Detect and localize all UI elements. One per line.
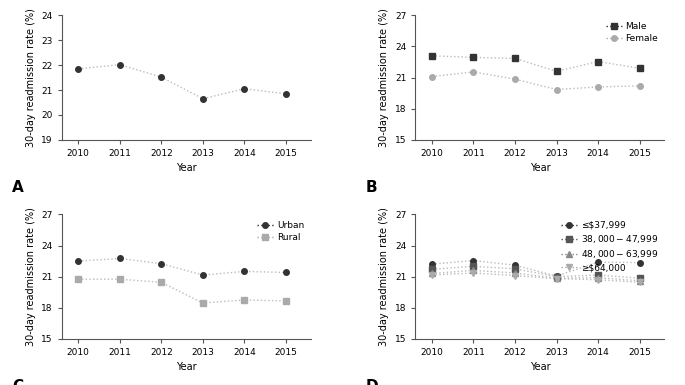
≤$37,999 [469, 258, 477, 263]
Line: $48,000-$63,999: $48,000-$63,999 [429, 268, 643, 283]
≤$37,999 [511, 263, 519, 268]
Y-axis label: 30-day readmission rate (%): 30-day readmission rate (%) [25, 8, 36, 147]
Male [428, 54, 436, 58]
$38,000-$47,999 [594, 273, 602, 277]
Line: Male: Male [429, 53, 643, 74]
Text: A: A [12, 179, 23, 194]
≤$37,999 [636, 260, 644, 265]
Line: Female: Female [429, 69, 643, 92]
≤$37,999 [428, 262, 436, 266]
Female [636, 84, 644, 88]
≥$64,000 [511, 273, 519, 278]
Line: ≥$64,000: ≥$64,000 [429, 270, 643, 285]
Y-axis label: 30-day readmission rate (%): 30-day readmission rate (%) [25, 207, 36, 346]
Text: D: D [366, 378, 378, 385]
Female [469, 70, 477, 74]
Text: B: B [366, 179, 377, 194]
Legend: ≤$37,999, $38,000-$47,999, $48,000-$63,999, ≥$64,000: ≤$37,999, $38,000-$47,999, $48,000-$63,9… [559, 219, 660, 274]
≥$64,000 [552, 276, 560, 281]
$48,000-$63,999 [511, 271, 519, 275]
Legend: Male, Female: Male, Female [603, 20, 660, 45]
Urban [199, 273, 207, 277]
≥$64,000 [428, 273, 436, 277]
Rural [282, 299, 290, 303]
X-axis label: Year: Year [530, 362, 550, 372]
Female [428, 74, 436, 79]
Rural [116, 277, 124, 281]
≥$64,000 [594, 278, 602, 282]
Urban [240, 269, 249, 274]
Female [552, 87, 560, 92]
$48,000-$63,999 [594, 275, 602, 280]
Male [636, 66, 644, 70]
Legend: Urban, Rural: Urban, Rural [256, 219, 306, 244]
$48,000-$63,999 [552, 276, 560, 280]
Urban [282, 270, 290, 275]
Urban [74, 259, 82, 263]
≤$37,999 [552, 274, 560, 278]
Male [511, 56, 519, 61]
$48,000-$63,999 [469, 268, 477, 273]
Male [552, 69, 560, 74]
Y-axis label: 30-day readmission rate (%): 30-day readmission rate (%) [379, 207, 389, 346]
Urban [157, 261, 165, 266]
≥$64,000 [469, 271, 477, 275]
$48,000-$63,999 [636, 278, 644, 283]
Text: C: C [12, 378, 23, 385]
Y-axis label: 30-day readmission rate (%): 30-day readmission rate (%) [379, 8, 389, 147]
X-axis label: Year: Year [176, 163, 197, 173]
Rural [74, 277, 82, 281]
$38,000-$47,999 [511, 266, 519, 271]
Rural [157, 280, 165, 285]
≤$37,999 [594, 260, 602, 264]
≥$64,000 [636, 280, 644, 285]
Male [469, 55, 477, 60]
X-axis label: Year: Year [176, 362, 197, 372]
$38,000-$47,999 [428, 267, 436, 272]
Female [594, 85, 602, 89]
Male [594, 59, 602, 64]
Rural [199, 301, 207, 305]
Female [511, 77, 519, 82]
$38,000-$47,999 [469, 264, 477, 269]
$38,000-$47,999 [636, 276, 644, 280]
X-axis label: Year: Year [530, 163, 550, 173]
$48,000-$63,999 [428, 271, 436, 276]
Urban [116, 256, 124, 261]
Line: Rural: Rural [75, 276, 288, 306]
$38,000-$47,999 [552, 274, 560, 279]
Rural [240, 298, 249, 302]
Line: ≤$37,999: ≤$37,999 [429, 258, 643, 279]
Line: Urban: Urban [75, 256, 288, 278]
Line: $38,000-$47,999: $38,000-$47,999 [429, 263, 643, 281]
